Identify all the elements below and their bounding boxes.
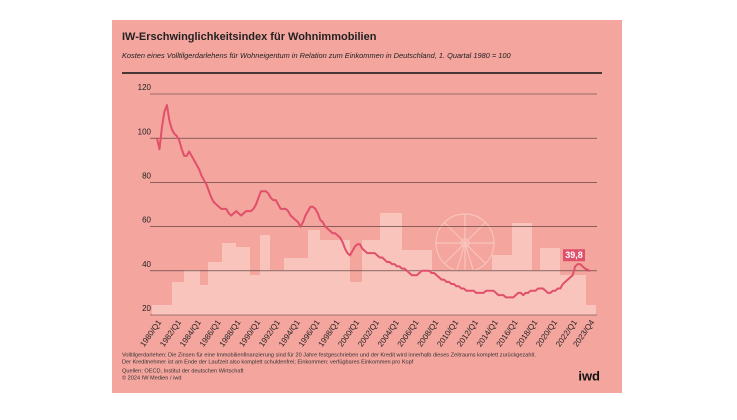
y-tick-label: 120 (138, 83, 152, 92)
footnote: Der Kreditnehmer ist am Ende der Laufzei… (122, 359, 414, 365)
value-label-box (563, 249, 585, 262)
logo: iwd (578, 368, 600, 383)
skyline (152, 213, 596, 315)
y-tick-label: 60 (142, 216, 151, 225)
y-tick-label: 40 (142, 260, 151, 269)
y-tick-label: 20 (142, 304, 151, 313)
chart-title: IW-Erschwinglichkeitsindex für Wohnimmob… (122, 31, 377, 43)
y-tick-label: 100 (138, 127, 152, 136)
data-line (156, 104, 591, 299)
y-tick-label: 80 (142, 172, 151, 181)
source: Quellen: OECD, Institut der deutschen Wi… (122, 368, 244, 374)
chart-subtitle: Kosten eines Volltilgerdarlehens für Woh… (122, 51, 511, 60)
card (112, 20, 622, 393)
ferris-wheel (435, 213, 495, 301)
copyright: © 2024 IW Medien / iwd (122, 374, 181, 381)
value-label: 39,8 (565, 250, 583, 260)
footnote: Volltilgerdarlehen: Die Zinsen für eine … (122, 352, 536, 358)
